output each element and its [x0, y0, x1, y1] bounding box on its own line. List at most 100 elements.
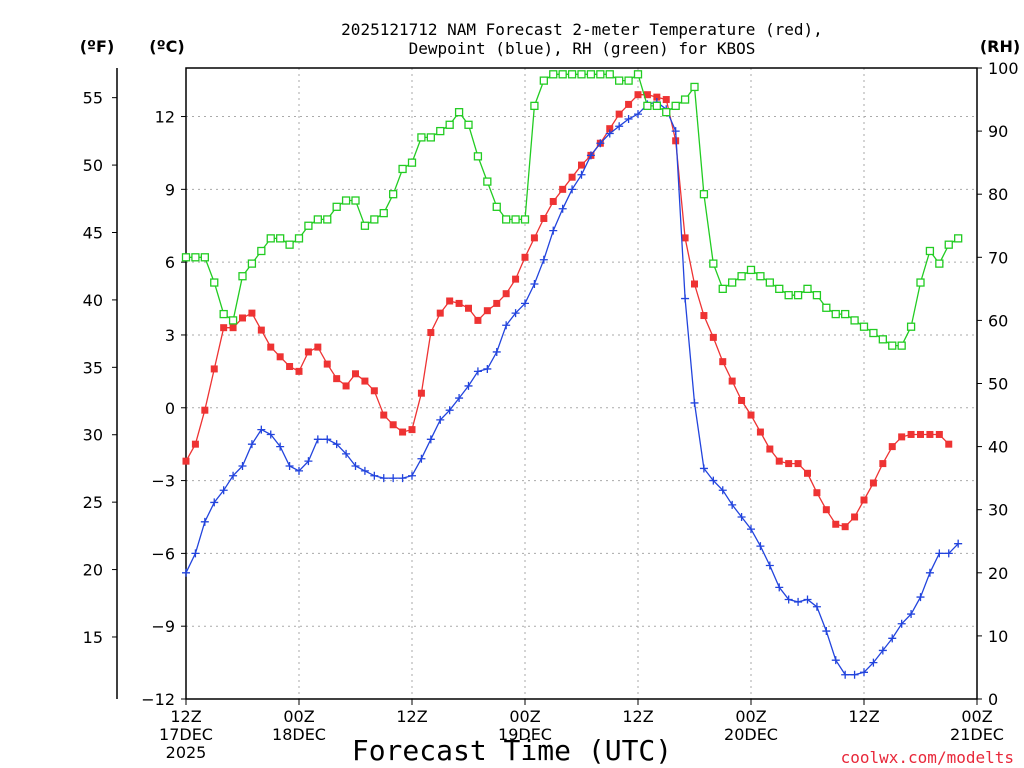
- temperature-point: [267, 343, 275, 351]
- dewpoint-point: [850, 670, 859, 679]
- temperature-point: [380, 411, 388, 419]
- rh-point: [605, 70, 614, 79]
- fahrenheit-tick-label: 15: [83, 628, 103, 647]
- time-tick-label: 20DEC: [724, 725, 778, 744]
- time-tick-label: 12Z: [170, 707, 201, 726]
- temperature-point: [926, 430, 934, 438]
- fahrenheit-tick-label: 50: [83, 156, 103, 175]
- temperature-point: [436, 309, 444, 317]
- temperature-point: [945, 440, 953, 448]
- temperature-point: [691, 280, 698, 288]
- temperature-point: [917, 430, 924, 438]
- dewpoint-point: [360, 466, 369, 475]
- dewpoint-point: [398, 474, 407, 483]
- rh-point: [888, 341, 897, 350]
- rh-point: [200, 253, 209, 262]
- celsius-tick-label: −6: [151, 544, 175, 563]
- rh-point: [313, 215, 322, 224]
- rh-tick-label: 100: [988, 59, 1019, 78]
- temperature-point: [785, 460, 793, 468]
- rh-tick-label: 30: [988, 501, 1008, 520]
- temperature-point: [493, 299, 501, 307]
- dewpoint-point: [784, 595, 793, 604]
- rh-point: [567, 70, 577, 79]
- temperature-point: [879, 460, 887, 468]
- dewpoint-point: [511, 309, 520, 318]
- temperature-point: [606, 125, 614, 133]
- rh-point: [746, 265, 756, 275]
- temperature-point: [512, 275, 520, 283]
- time-tick-label: 19DEC: [498, 725, 552, 744]
- temperature-point: [474, 316, 482, 324]
- temperature-point: [625, 100, 633, 108]
- fahrenheit-axis: 55 50 45 40 35 30 25 20 15: [83, 89, 117, 647]
- rh-point: [869, 328, 878, 338]
- temperature-point: [766, 445, 774, 453]
- rh-point: [398, 164, 407, 174]
- temperature-point: [314, 343, 322, 351]
- celsius-tick-label: 3: [165, 326, 175, 345]
- rh-point: [530, 101, 539, 111]
- rh-point: [944, 240, 953, 249]
- dewpoint-point: [568, 185, 577, 194]
- dewpoint-point: [219, 486, 228, 495]
- temperature-point: [832, 520, 840, 528]
- fahrenheit-tick-label: 55: [83, 89, 103, 108]
- dewpoint-point: [869, 658, 878, 667]
- temperature-point: [446, 297, 454, 305]
- temperature-point: [775, 457, 783, 465]
- axes: [116, 67, 978, 700]
- dewpoint-point: [935, 549, 944, 558]
- dewpoint-point: [247, 440, 256, 449]
- rh-series: [181, 70, 963, 350]
- rh-point: [577, 70, 586, 79]
- rh-point: [596, 70, 605, 79]
- time-tick-label: 00Z: [509, 707, 540, 726]
- rh-point: [690, 82, 699, 92]
- dewpoint-series: [182, 97, 963, 679]
- temperature-point: [549, 197, 557, 205]
- temperature-point: [559, 185, 567, 193]
- temperature-point: [502, 290, 510, 298]
- temperature-point: [907, 430, 915, 438]
- rh-tick-label: 0: [988, 690, 998, 709]
- temperature-point: [578, 161, 585, 169]
- rh-point: [210, 278, 219, 287]
- temperature-point: [427, 329, 435, 337]
- temperature-point: [399, 428, 407, 436]
- temperature-point: [634, 91, 642, 99]
- temperature-point: [643, 91, 651, 99]
- dewpoint-point: [473, 367, 482, 376]
- temperature-point: [822, 506, 830, 514]
- credit-text: coolwx.com/modelts: [841, 748, 1014, 767]
- time-tick-label: 12Z: [622, 707, 653, 726]
- temperature-point: [191, 440, 199, 448]
- dewpoint-point: [860, 668, 868, 677]
- temperature-series: [182, 91, 953, 531]
- dewpoint-point: [841, 670, 850, 679]
- dewpoint-point: [605, 129, 614, 138]
- temperature-point: [304, 348, 312, 356]
- rh-point: [925, 246, 935, 256]
- temperature-point: [615, 110, 623, 118]
- rh-point: [680, 95, 690, 104]
- temperature-point: [719, 358, 727, 366]
- rh-point: [916, 278, 925, 287]
- temperature-point: [455, 299, 463, 307]
- temperature-point: [333, 375, 341, 383]
- temperature-point: [756, 428, 764, 436]
- rh-point: [341, 196, 351, 205]
- rh-point: [558, 70, 567, 79]
- dewpoint-point: [624, 114, 633, 123]
- temperature-point: [370, 387, 378, 395]
- celsius-tick-label: −9: [151, 617, 175, 636]
- dewpoint-point: [295, 466, 303, 475]
- temperature-point: [286, 363, 294, 371]
- dewpoint-point: [549, 226, 558, 235]
- rh-point: [502, 215, 511, 224]
- rh-point: [454, 108, 464, 117]
- temperature-point: [465, 304, 472, 312]
- celsius-axis: 12 9 6 3 0 −3 −6 −9 −12: [141, 108, 186, 709]
- dewpoint-point: [492, 347, 501, 356]
